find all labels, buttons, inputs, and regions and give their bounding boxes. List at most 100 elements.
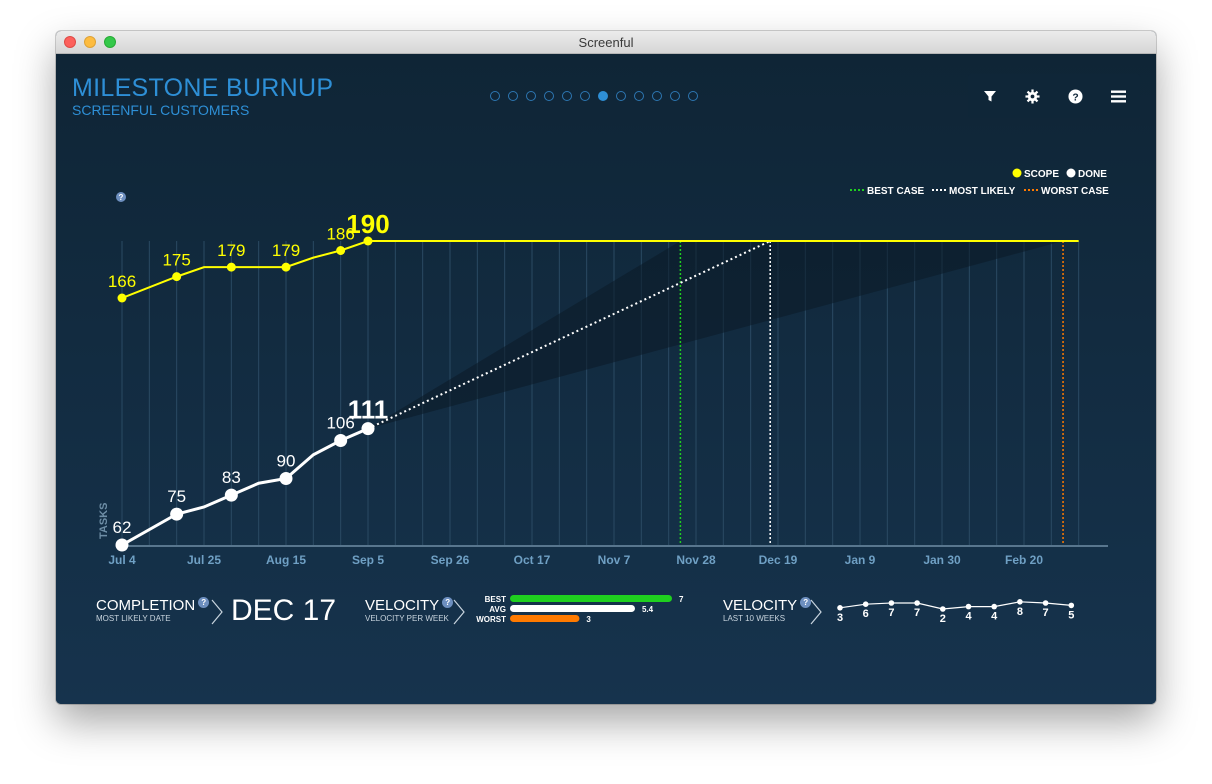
scope-point (363, 236, 373, 246)
pager-dot[interactable] (544, 91, 554, 101)
legend-scope-marker (1012, 168, 1022, 178)
pager-dot[interactable] (508, 91, 518, 101)
sparkline-point (914, 600, 920, 606)
x-tick-label: Feb 20 (1005, 553, 1043, 567)
completion-date: DEC 17 (231, 594, 337, 627)
legend-likely-label: MOST LIKELY (949, 186, 1016, 197)
scope-point (172, 272, 182, 282)
velocity-bar-label: BEST (485, 595, 506, 604)
x-tick-label: Nov 28 (676, 553, 716, 567)
pager-dot[interactable] (562, 91, 572, 101)
pager-dot[interactable] (616, 91, 626, 101)
completion-help-icon[interactable]: ? (198, 597, 210, 608)
settings-button[interactable] (1011, 74, 1054, 118)
menu-icon (1111, 90, 1126, 102)
done-point-label: 75 (167, 487, 186, 506)
legend-worst-label: WORST CASE (1041, 186, 1109, 197)
help-button[interactable]: ? (1054, 74, 1097, 118)
x-tick-label: Jul 4 (108, 553, 136, 567)
velocity-chevron-icon (453, 599, 465, 625)
pager-dot[interactable] (526, 91, 536, 101)
x-tick-label: Jul 25 (187, 553, 221, 567)
forecast-cone-area (368, 241, 1064, 429)
done-point-label: 106 (326, 414, 354, 433)
sparkline-value: 4 (991, 611, 998, 623)
completion-metric: COMPLETION? MOST LIKELY DATE (96, 597, 210, 623)
velocity-bar (510, 595, 672, 602)
svg-text:?: ? (1072, 92, 1078, 103)
x-tick-label: Sep 26 (431, 553, 470, 567)
x-tick-label: Sep 5 (352, 553, 384, 567)
sparkline-point (965, 603, 972, 610)
sparkline-value: 3 (837, 612, 843, 624)
x-tick-label: Aug 15 (266, 553, 306, 567)
menu-button[interactable] (1097, 74, 1140, 118)
sparkline-value: 8 (1017, 606, 1023, 618)
pager-dot[interactable] (688, 91, 698, 101)
most-likely-projection (367, 240, 771, 430)
pager-dot[interactable] (652, 91, 662, 101)
x-tick-label: Nov 7 (598, 553, 631, 567)
scope-point-label: 179 (217, 241, 245, 260)
completion-subtitle: MOST LIKELY DATE (96, 614, 171, 623)
sparkline-value: 2 (940, 613, 946, 625)
forecast-cone (368, 241, 1064, 429)
sparkline-value: 7 (1043, 607, 1049, 619)
scope-point (336, 246, 346, 255)
sparkline-point (862, 601, 869, 607)
minimize-window-button[interactable] (84, 36, 96, 48)
filter-icon (983, 91, 996, 102)
x-tick-label: Jan 30 (923, 553, 961, 567)
done-point (170, 507, 184, 521)
pager-dot[interactable] (598, 91, 608, 101)
close-window-button[interactable] (64, 36, 76, 48)
sparkline-line (839, 601, 1072, 610)
help-icon: ? (1068, 88, 1083, 104)
legend-done-marker (1066, 168, 1076, 178)
sparkline-point (1017, 599, 1023, 605)
velocity-bar (510, 615, 580, 622)
sparkline-point (1042, 600, 1049, 606)
sparkline-point (940, 606, 946, 612)
pager-dot[interactable] (634, 91, 644, 101)
filter-button[interactable] (968, 74, 1011, 118)
velocity-help-icon[interactable]: ? (442, 597, 454, 608)
legend-scope-label: SCOPE (1024, 169, 1059, 180)
pager-dot[interactable] (580, 91, 590, 101)
velocity-title: VELOCITY (365, 597, 440, 614)
pager-dot[interactable] (490, 91, 500, 101)
chart-legend: SCOPE DONE BEST CASE MOST LIKELY WORST C… (850, 168, 1109, 197)
maximize-window-button[interactable] (104, 36, 116, 48)
forecast-lines (367, 240, 1064, 545)
completion-chevron-icon (211, 599, 223, 625)
done-point (115, 538, 129, 552)
window-title: Screenful (578, 35, 634, 50)
sparkline-point (991, 603, 997, 610)
sparkline-value: 5 (1068, 609, 1074, 621)
legend-done-label: DONE (1078, 169, 1107, 180)
done-point-label: 83 (222, 468, 241, 487)
done-line (121, 427, 369, 547)
velocity-history-title: VELOCITY (723, 597, 798, 614)
velocity-sparkline: 3 6 7 7 2 4 4 8 7 5 (837, 599, 1074, 625)
velocity-history-help-icon[interactable]: ? (800, 597, 812, 608)
done-point-label: 62 (113, 518, 132, 537)
scope-point (117, 293, 127, 303)
sparkline-value: 6 (863, 608, 869, 620)
velocity-bar-value: 3 (586, 615, 591, 624)
chart-help-icon[interactable]: ? (116, 192, 126, 202)
velocity-history-metric: VELOCITY? LAST 10 WEEKS (723, 597, 812, 623)
pager-dot[interactable] (670, 91, 680, 101)
velocity-history-subtitle: LAST 10 WEEKS (723, 614, 786, 623)
y-axis-label: TASKS (98, 503, 110, 539)
app-window: Screenful MILESTONE BURNUP SCREENFUL CUS… (56, 31, 1156, 704)
scope-point-label: 175 (162, 251, 190, 270)
x-tick-label: Jan 9 (845, 553, 876, 567)
scope-point-label: 166 (108, 272, 136, 291)
velocity-history-chevron-icon (810, 599, 822, 625)
sparkline-point (837, 605, 843, 611)
x-tick-label: Oct 17 (514, 553, 551, 567)
page-title: MILESTONE BURNUP (72, 74, 334, 102)
